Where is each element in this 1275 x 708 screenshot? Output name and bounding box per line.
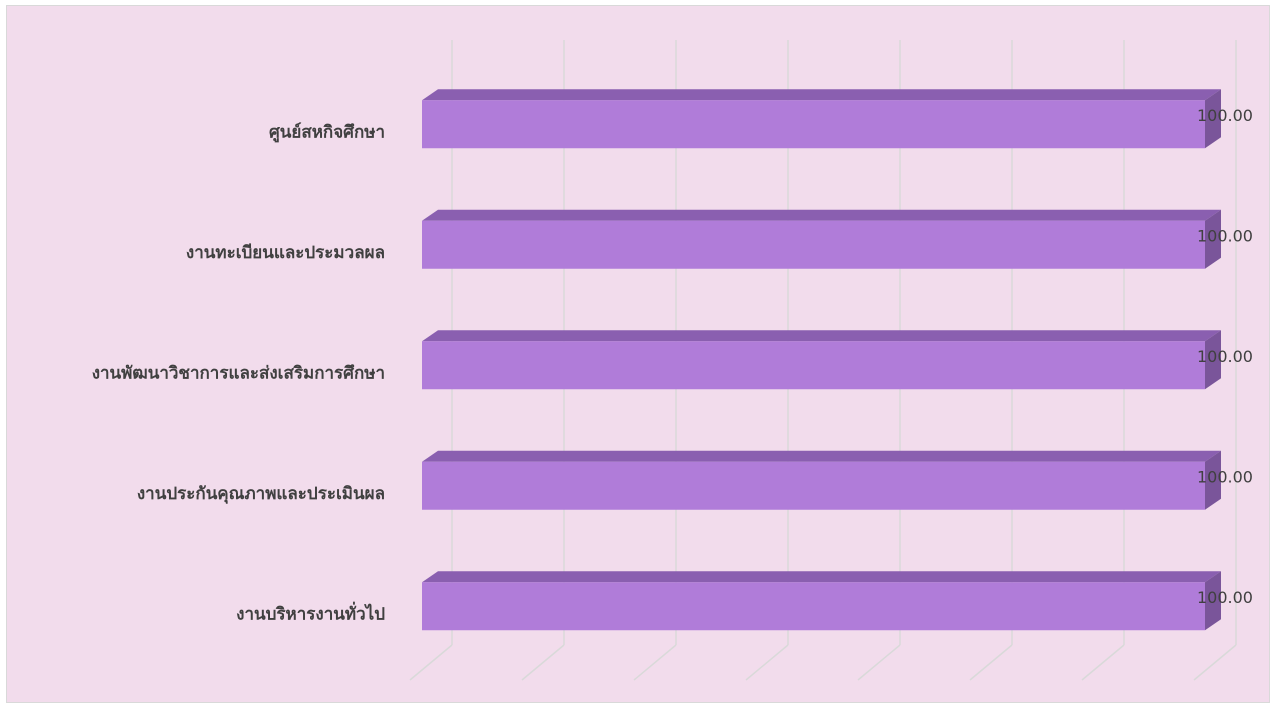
bar <box>422 582 1205 631</box>
category-label: งานพัฒนาวิชาการและส่งเสริมการศึกษา <box>92 363 385 383</box>
bar-top <box>422 450 1221 462</box>
floor-line <box>1193 644 1237 681</box>
floor-line <box>857 644 901 681</box>
bar-top <box>422 89 1221 101</box>
category-label: งานบริหารงานทั่วไป <box>236 601 385 624</box>
category-label: ศูนย์สหกิจศึกษา <box>269 121 385 143</box>
bar-top <box>422 330 1221 342</box>
bar <box>422 100 1205 149</box>
floor-line <box>969 644 1013 681</box>
value-label: 100.00 <box>1197 347 1253 366</box>
floor-line <box>745 644 789 681</box>
value-label: 100.00 <box>1197 588 1253 607</box>
bar-top <box>422 571 1221 583</box>
category-label: งานทะเบียนและประมวลผล <box>186 242 385 263</box>
bar <box>422 341 1205 390</box>
bar <box>422 461 1205 510</box>
bar-side <box>1205 330 1221 390</box>
value-label: 100.00 <box>1197 226 1253 245</box>
bar-side <box>1205 450 1221 510</box>
category-label: งานประกันคุณภาพและประเมินผล <box>137 484 385 504</box>
floor-line <box>633 644 677 681</box>
bar <box>422 220 1205 269</box>
bar-side <box>1205 89 1221 149</box>
bar-side <box>1205 209 1221 269</box>
bar-side <box>1205 571 1221 631</box>
value-label: 100.00 <box>1197 467 1253 486</box>
floor-line <box>521 644 565 681</box>
bar-top <box>422 209 1221 221</box>
floor-line <box>1081 644 1125 681</box>
floor-line <box>409 644 453 681</box>
value-label: 100.00 <box>1197 106 1253 125</box>
